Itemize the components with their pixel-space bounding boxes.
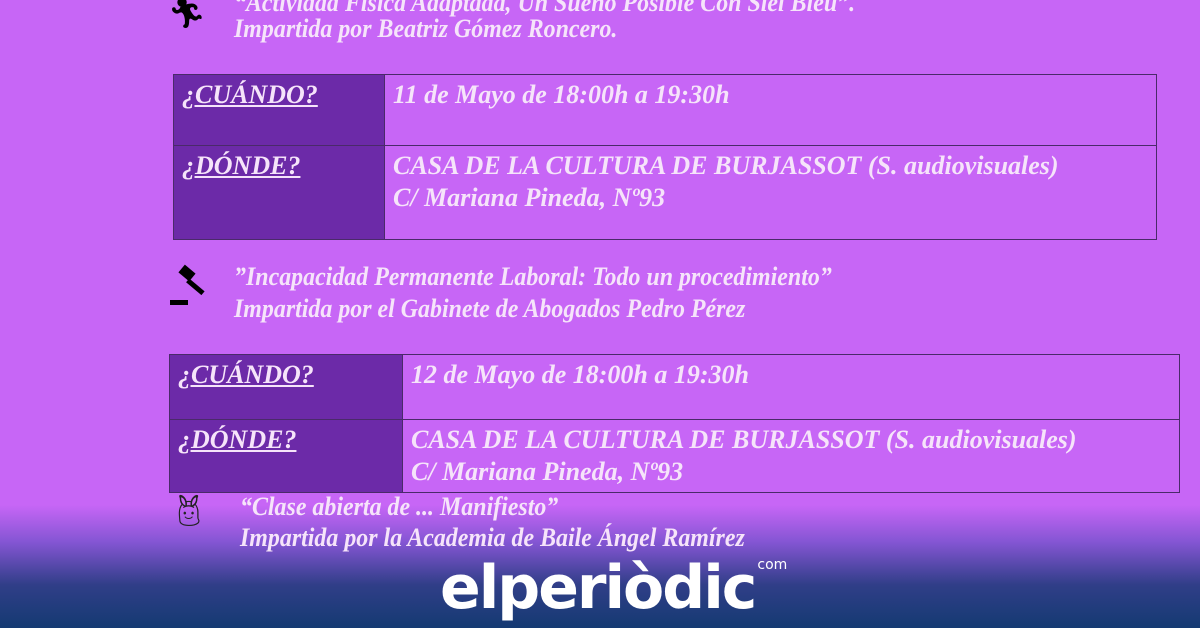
event-3-speaker: Impartida por la Academia de Baile Ángel… (240, 523, 745, 552)
dancers-icon: 👯︎ (170, 495, 209, 528)
when-label: ¿CUÁNDO? (173, 74, 385, 146)
event-1-table: ¿CUÁNDO? 11 de Mayo de 18:00h a 19:30h ¿D… (173, 74, 1157, 240)
event-2-table: ¿CUÁNDO? 12 de Mayo de 18:00h a 19:30h ¿D… (169, 354, 1180, 493)
event-3-title: “Clase abierta de ... Manifiesto” (240, 492, 559, 521)
event-1-speaker: Impartida por Beatriz Gómez Roncero. (234, 14, 618, 43)
when-label: ¿CUÁNDO? (169, 354, 403, 420)
address: C/ Mariana Pineda, Nº93 (411, 457, 684, 486)
where-value: CASA DE LA CULTURA DE BURJASSOT (S. audi… (402, 419, 1180, 493)
address: C/ Mariana Pineda, Nº93 (393, 183, 666, 212)
event-1-title: “Actividad Física Adaptada, Un Sueño Pos… (234, 0, 856, 17)
venue: CASA DE LA CULTURA DE BURJASSOT (S. audi… (411, 425, 1077, 454)
brand-logo-group[interactable]: elperiòdic com (440, 558, 787, 618)
where-value: CASA DE LA CULTURA DE BURJASSOT (S. audi… (384, 145, 1157, 240)
event-2-speaker: Impartida por el Gabinete de Abogados Pe… (234, 294, 746, 323)
gavel-icon (170, 264, 205, 305)
when-value: 11 de Mayo de 18:00h a 19:30h (384, 74, 1157, 146)
brand-logo-suffix: com (757, 557, 788, 573)
venue: CASA DE LA CULTURA DE BURJASSOT (S. audi… (393, 151, 1059, 180)
where-label: ¿DÓNDE? (173, 145, 385, 240)
footer-gradient (0, 505, 1200, 628)
brand-logo[interactable]: elperiòdic (440, 553, 757, 623)
where-label: ¿DÓNDE? (169, 419, 403, 493)
runner-icon: 🏃︎ (168, 0, 207, 30)
event-2-title: ”Incapacidad Permanente Laboral: Todo un… (234, 262, 832, 291)
when-value: 12 de Mayo de 18:00h a 19:30h (402, 354, 1180, 420)
